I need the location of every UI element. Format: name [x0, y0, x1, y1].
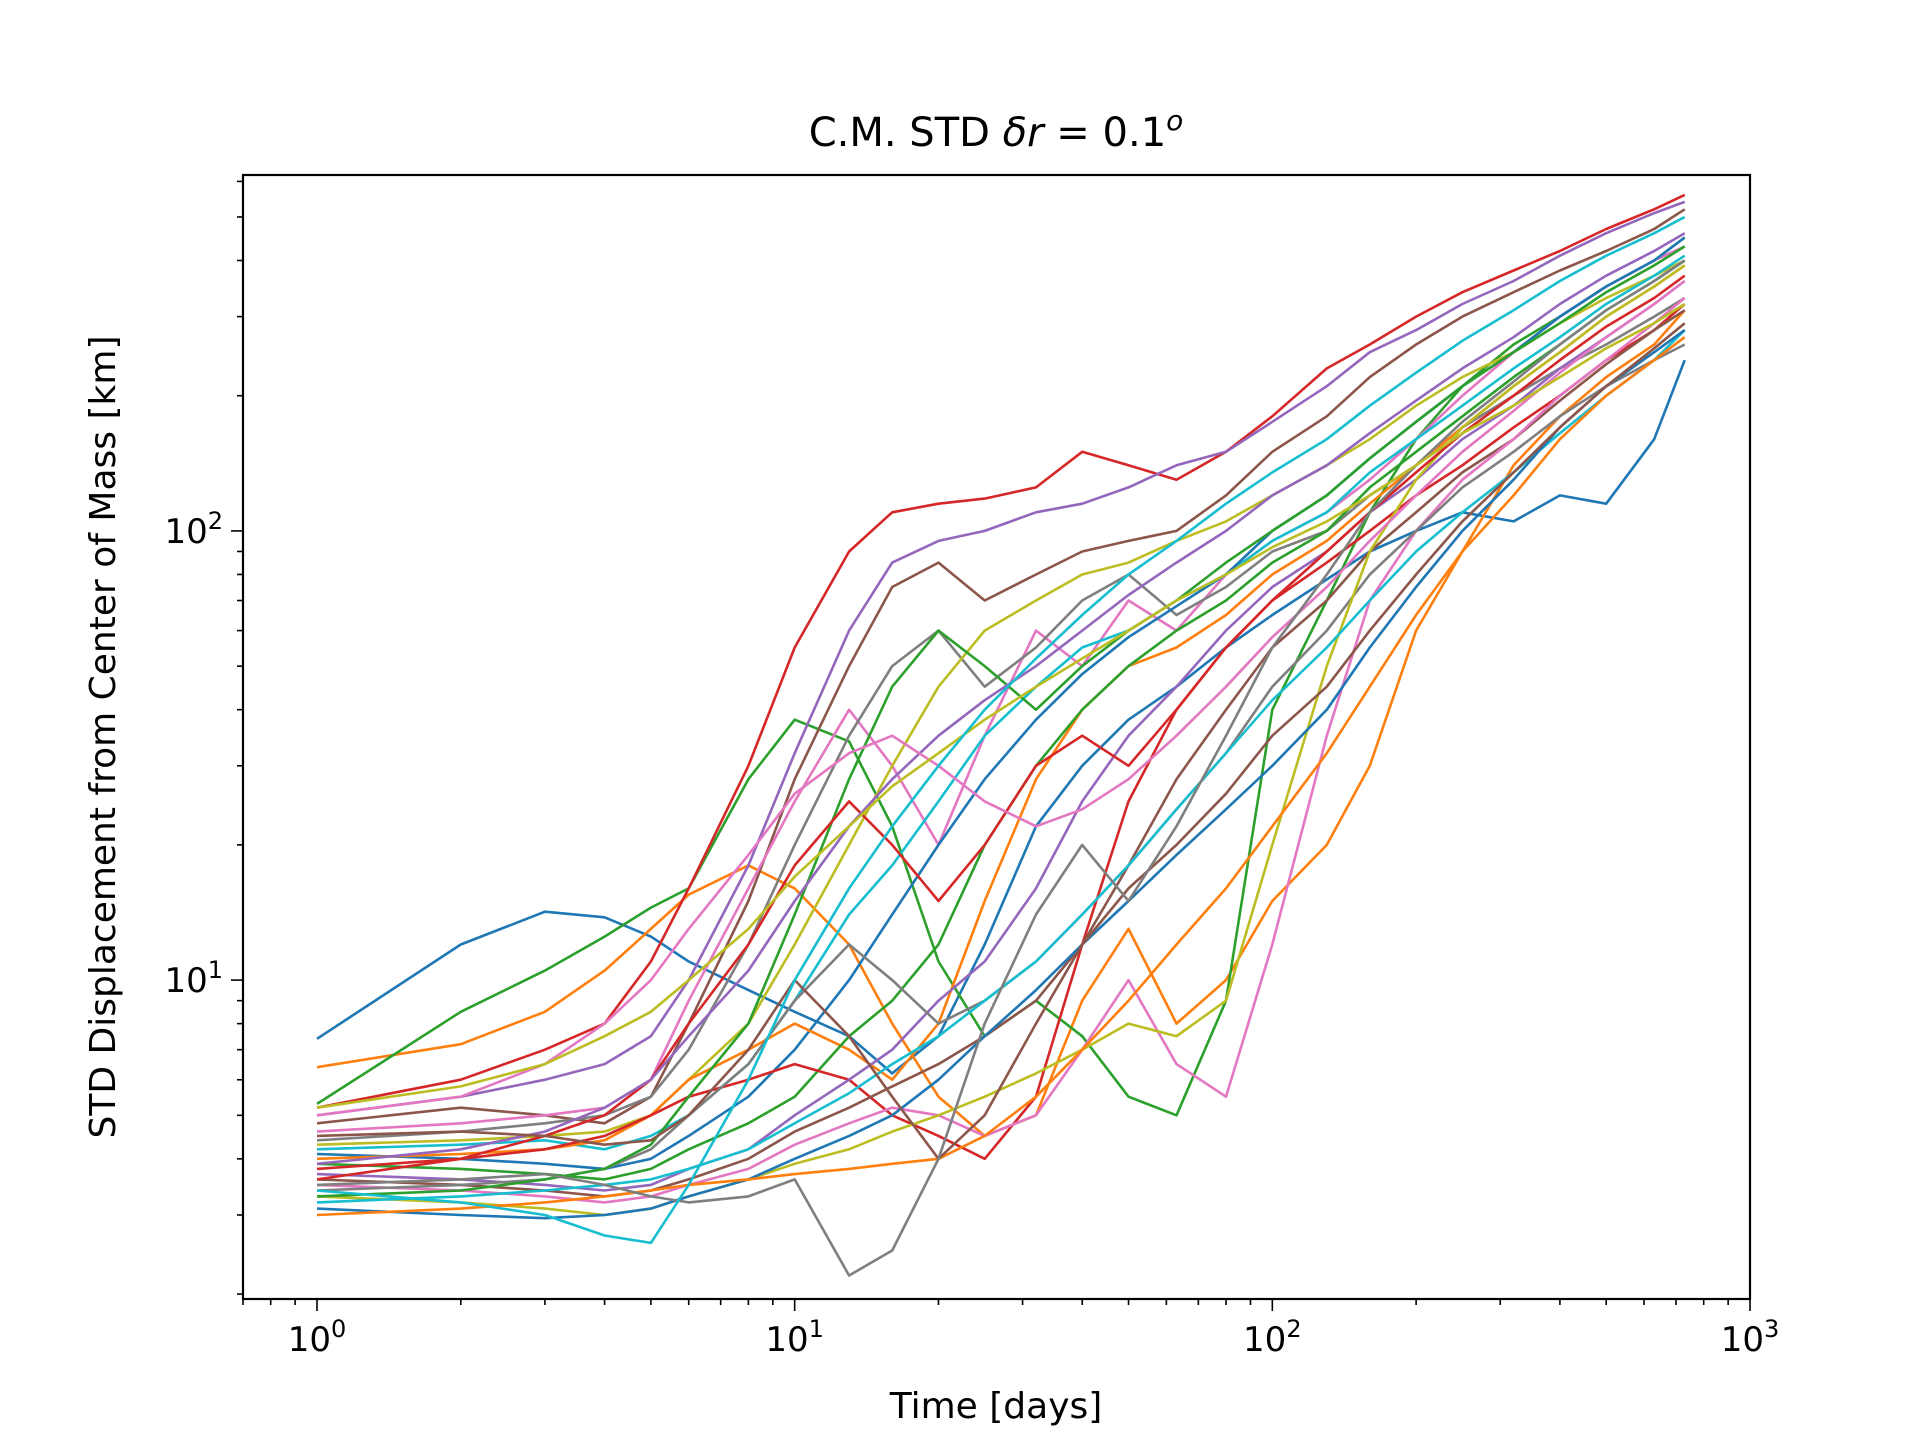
y-axis-ticks: 101 102 — [164, 180, 243, 1295]
series-line-29 — [316, 302, 1686, 1109]
series-line-24 — [316, 274, 1686, 1181]
series-line-5 — [316, 200, 1686, 1117]
title-math-sup: o — [1166, 104, 1183, 137]
x-tick-label: 102 — [1243, 1315, 1302, 1360]
series-line-27 — [316, 279, 1686, 1117]
series-line-20 — [316, 329, 1686, 1204]
title-math-eq: = 0.1 — [1044, 110, 1167, 156]
series-line-15 — [316, 279, 1686, 1192]
title-math-var: δr — [1003, 110, 1046, 156]
x-tick-label: 103 — [1721, 1315, 1780, 1360]
chart-title: C.M. STD δr = 0.1o — [809, 104, 1184, 156]
y-tick-label: 101 — [164, 956, 223, 1001]
series-line-23 — [316, 245, 1686, 1198]
series-line-30 — [316, 215, 1686, 1245]
series-lines — [316, 193, 1686, 1277]
series-line-28 — [316, 259, 1686, 1277]
x-axis-label: Time [days] — [889, 1386, 1103, 1427]
title-text: C.M. STD — [809, 110, 1003, 156]
series-line-1 — [316, 359, 1686, 1075]
series-line-25 — [316, 232, 1686, 1166]
series-line-13 — [316, 259, 1686, 1181]
series-line-22 — [316, 336, 1686, 1217]
series-line-4 — [316, 193, 1686, 1109]
series-line-6 — [316, 208, 1686, 1125]
x-tick-label: 101 — [765, 1315, 824, 1360]
plot-frame — [241, 173, 1752, 1301]
x-tick-label: 100 — [288, 1315, 347, 1360]
y-axis-label: STD Displacement from Center of Mass [km… — [83, 336, 124, 1139]
series-line-3 — [316, 236, 1686, 1117]
x-axis-ticks: 100 101 102 103 — [242, 1299, 1780, 1360]
series-line-2 — [316, 309, 1686, 1138]
series-line-26 — [316, 322, 1686, 1161]
series-line-8 — [316, 296, 1686, 1142]
y-tick-label: 102 — [164, 507, 223, 552]
